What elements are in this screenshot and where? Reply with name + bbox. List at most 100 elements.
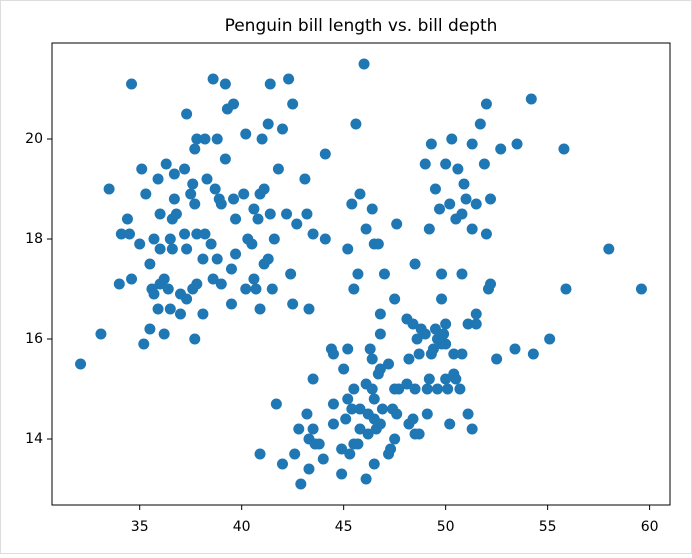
- point: [246, 238, 258, 250]
- point: [360, 223, 372, 235]
- y-tick-label: 20: [25, 131, 43, 147]
- point: [350, 118, 362, 130]
- point: [252, 213, 264, 225]
- point: [211, 253, 223, 265]
- point: [215, 198, 227, 210]
- point: [378, 268, 390, 280]
- point: [138, 338, 150, 350]
- point: [466, 423, 478, 435]
- point: [401, 378, 413, 390]
- point: [181, 243, 193, 255]
- point: [179, 163, 191, 175]
- point: [144, 258, 156, 270]
- point: [480, 228, 492, 240]
- point: [372, 238, 384, 250]
- point: [219, 153, 231, 165]
- point: [185, 188, 197, 200]
- point: [285, 268, 297, 280]
- point: [374, 418, 386, 430]
- point: [287, 298, 299, 310]
- point: [205, 238, 217, 250]
- point: [207, 273, 219, 285]
- point: [342, 393, 354, 405]
- point: [446, 133, 458, 145]
- point: [348, 383, 360, 395]
- point: [219, 78, 231, 90]
- point: [389, 293, 401, 305]
- point: [301, 408, 313, 420]
- point: [179, 228, 191, 240]
- point: [342, 243, 354, 255]
- point: [409, 258, 421, 270]
- x-tick-label: 50: [437, 519, 455, 535]
- point: [440, 338, 452, 350]
- point: [276, 123, 288, 135]
- point: [293, 423, 305, 435]
- point: [291, 218, 303, 230]
- point: [254, 303, 266, 315]
- point: [485, 278, 497, 290]
- point: [264, 208, 276, 220]
- point: [248, 203, 260, 215]
- point: [509, 343, 521, 355]
- point: [189, 143, 201, 155]
- point: [228, 98, 240, 110]
- point: [121, 213, 133, 225]
- point: [168, 193, 180, 205]
- point: [419, 158, 431, 170]
- point: [268, 233, 280, 245]
- point: [511, 138, 523, 150]
- point: [270, 398, 282, 410]
- point: [440, 373, 452, 385]
- point: [478, 158, 490, 170]
- point: [374, 308, 386, 320]
- point: [393, 383, 405, 395]
- point: [256, 133, 268, 145]
- point: [262, 253, 274, 265]
- point: [346, 403, 358, 415]
- point: [456, 348, 468, 360]
- point: [230, 213, 242, 225]
- point: [160, 158, 172, 170]
- point: [421, 383, 433, 395]
- point: [423, 373, 435, 385]
- point: [462, 318, 474, 330]
- point: [230, 248, 242, 260]
- point: [407, 318, 419, 330]
- point: [544, 333, 556, 345]
- point: [124, 228, 136, 240]
- point: [140, 188, 152, 200]
- point: [376, 403, 388, 415]
- point: [466, 138, 478, 150]
- point: [366, 203, 378, 215]
- point: [162, 283, 174, 295]
- point: [191, 228, 203, 240]
- point: [448, 348, 460, 360]
- point: [366, 383, 378, 395]
- point: [317, 453, 329, 465]
- point: [366, 353, 378, 365]
- point: [258, 183, 270, 195]
- point: [327, 398, 339, 410]
- point: [438, 328, 450, 340]
- point: [228, 193, 240, 205]
- point: [470, 198, 482, 210]
- point: [427, 343, 439, 355]
- point: [525, 93, 537, 105]
- point: [174, 308, 186, 320]
- point: [354, 423, 366, 435]
- point: [191, 133, 203, 145]
- point: [95, 328, 107, 340]
- point: [126, 273, 138, 285]
- point: [527, 348, 539, 360]
- point: [158, 273, 170, 285]
- point: [558, 143, 570, 155]
- point: [301, 208, 313, 220]
- point: [336, 468, 348, 480]
- point: [374, 363, 386, 375]
- point: [211, 133, 223, 145]
- point: [197, 308, 209, 320]
- point: [103, 183, 115, 195]
